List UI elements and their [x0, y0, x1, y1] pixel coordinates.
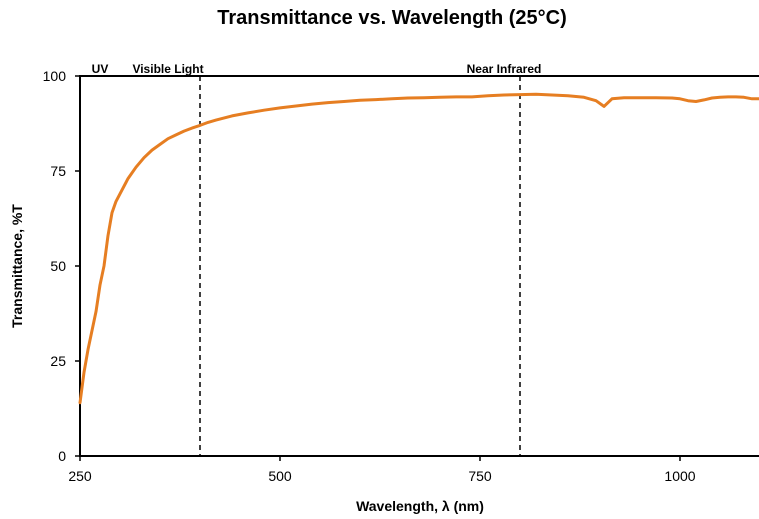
region-label: Near Infrared [467, 62, 542, 76]
y-tick-label: 50 [50, 258, 66, 274]
y-tick-label: 0 [58, 448, 66, 464]
x-axis-title: Wavelength, λ (nm) [356, 498, 484, 514]
region-dividers [200, 76, 520, 456]
region-label: UV [92, 62, 109, 76]
region-label: Visible Light [132, 62, 203, 76]
chart-title: Transmittance vs. Wavelength (25°C) [217, 7, 567, 29]
x-axis-ticks: 250 500 750 1000 [68, 456, 695, 484]
transmittance-series-line [80, 94, 759, 403]
y-axis-ticks: 0 25 50 75 100 [43, 68, 80, 464]
y-axis-title: Transmittance, %T [9, 204, 25, 328]
x-tick-label: 750 [468, 468, 492, 484]
x-tick-label: 1000 [664, 468, 695, 484]
y-tick-label: 100 [43, 68, 67, 84]
y-tick-label: 25 [50, 353, 66, 369]
y-tick-label: 75 [50, 163, 66, 179]
x-tick-label: 250 [68, 468, 92, 484]
region-labels: UV Visible Light Near Infrared [92, 62, 542, 76]
x-tick-label: 500 [268, 468, 292, 484]
